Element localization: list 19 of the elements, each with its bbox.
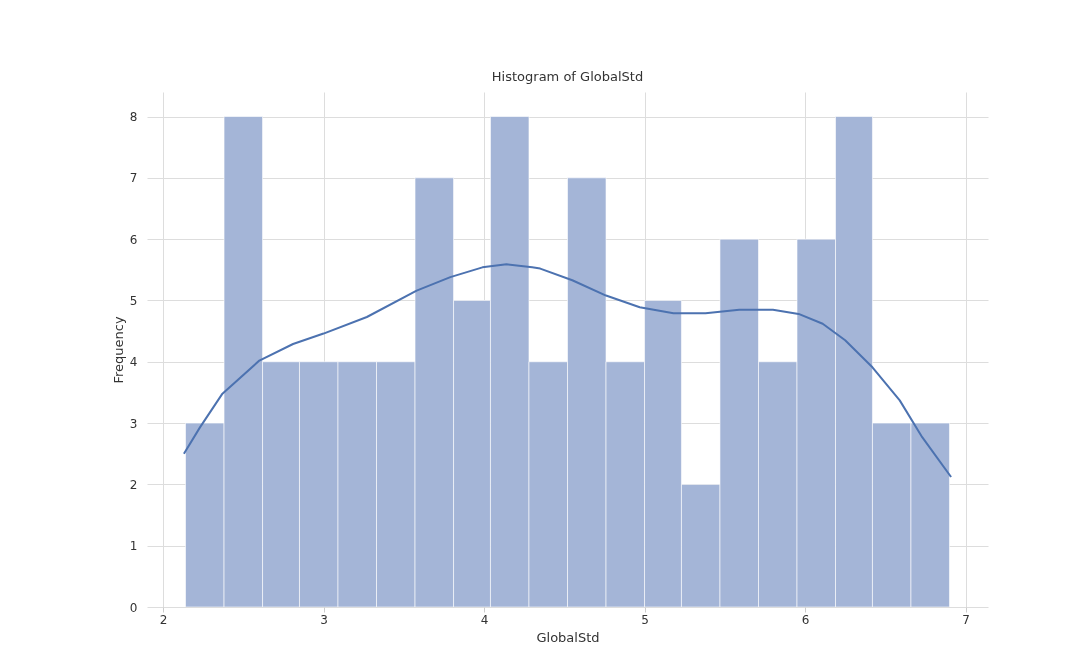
x-tick-label: 5 <box>641 612 649 627</box>
y-tick-label: 7 <box>129 171 138 186</box>
x-tick-label: 2 <box>159 612 168 627</box>
y-tick-label: 8 <box>129 110 138 125</box>
y-axis-title: Frequency <box>110 316 126 384</box>
chart-title: Histogram of GlobalStd <box>491 69 644 84</box>
y-tick-label: 0 <box>129 600 138 615</box>
y-tick-label: 5 <box>129 293 138 308</box>
y-tick-label: 6 <box>129 232 138 247</box>
y-tick-label: 1 <box>129 539 138 554</box>
x-tick-label: 7 <box>962 612 970 627</box>
y-tick-label: 3 <box>129 416 138 431</box>
y-tick-label: 2 <box>129 477 138 492</box>
x-axis-title: GlobalStd <box>536 629 600 645</box>
line-series <box>182 263 953 479</box>
x-tick-label: 6 <box>801 612 810 627</box>
x-tick-label: 3 <box>320 612 328 627</box>
x-tick-label: 4 <box>480 612 489 627</box>
y-tick-label: 4 <box>129 355 138 370</box>
